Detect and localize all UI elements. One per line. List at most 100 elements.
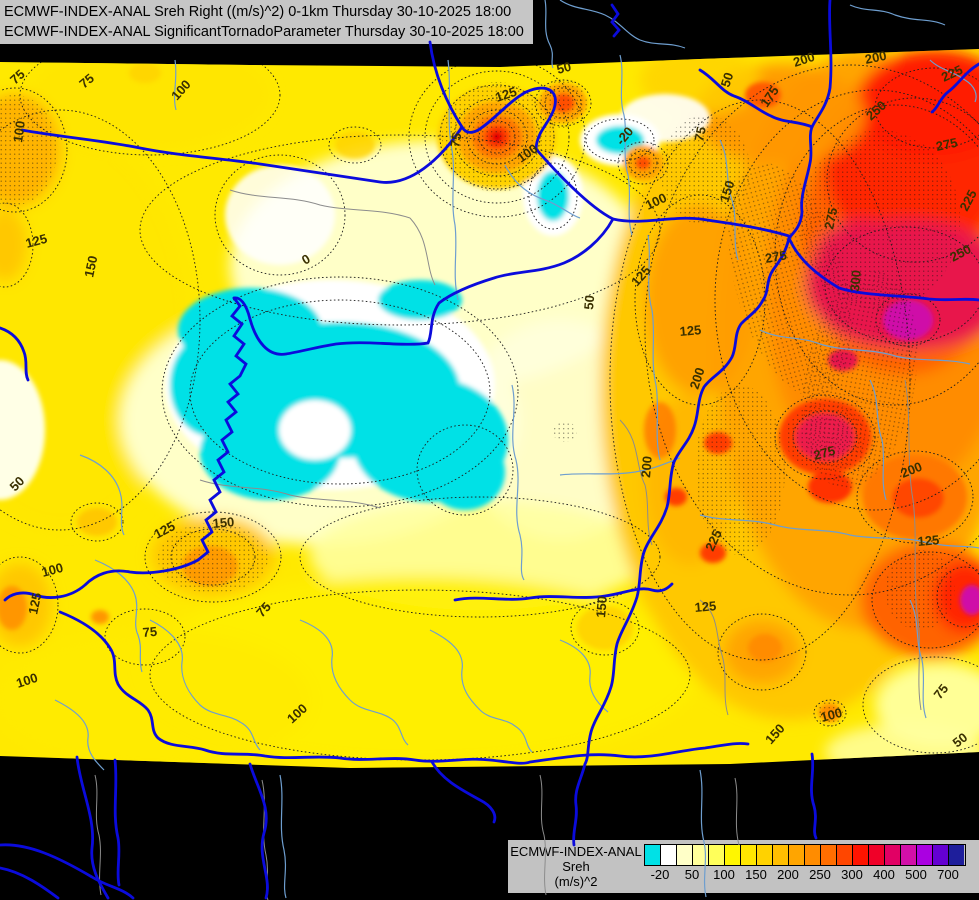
legend-text: ECMWF-INDEX-ANAL Sreh (m/s)^2 <box>508 840 644 889</box>
contour-label: 50 <box>555 59 573 77</box>
contour-label: 75 <box>447 132 464 149</box>
contour-labels: 75 75 100 100 125 150 0 50 125 75 100 -20 200 200 225 2… <box>7 48 979 751</box>
legend-units: (m/s)^2 <box>554 874 598 889</box>
colorbar-cell <box>645 845 661 865</box>
colorbar-cell <box>805 845 821 865</box>
colorbar-cell <box>933 845 949 865</box>
colorbar-cell <box>837 845 853 865</box>
stipple-shading <box>0 80 960 726</box>
contour-label: 225 <box>939 62 965 85</box>
colorbar-cell <box>853 845 869 865</box>
contour-label: 50 <box>950 730 971 751</box>
contour-label: 100 <box>10 120 28 144</box>
colorbar-tick-label: 200 <box>777 867 799 882</box>
contour-label: 0 <box>299 251 313 268</box>
contour-label: 275 <box>812 443 837 463</box>
contour-label: 150 <box>762 721 788 747</box>
contour-label: 200 <box>638 455 655 478</box>
contour-label: 200 <box>864 48 888 67</box>
colorbar-cell <box>917 845 933 865</box>
contour-label: 275 <box>764 247 788 266</box>
contour-label: 125 <box>493 84 518 105</box>
contour-label: 125 <box>151 518 177 541</box>
contour-label: 200 <box>899 459 925 481</box>
colorbar-cell <box>693 845 709 865</box>
contour-label: 100 <box>284 701 310 727</box>
colorbar-cell <box>821 845 837 865</box>
colorbar-tick-labels: -20 50 100 150 200 250 300 400 500 700 <box>644 866 964 884</box>
colorbar-cell <box>661 845 677 865</box>
contour-label: 275 <box>935 135 959 154</box>
contour-label: 125 <box>628 263 654 289</box>
contour-label: 100 <box>40 560 65 580</box>
dotted-contour-lines <box>0 49 979 761</box>
contour-label: 75 <box>253 599 274 620</box>
contour-label: 75 <box>931 681 952 702</box>
contour-label: 150 <box>81 254 100 278</box>
contour-label: 75 <box>142 624 158 640</box>
colorbar-cell <box>757 845 773 865</box>
colorbar-cell <box>773 845 789 865</box>
contour-label: 125 <box>25 591 44 615</box>
title-bar: ECMWF-INDEX-ANAL Sreh Right ((m/s)^2) 0-… <box>0 0 533 44</box>
contour-label: 175 <box>757 83 782 109</box>
contour-label: 150 <box>717 179 738 204</box>
contour-label: 250 <box>863 98 889 124</box>
colorbar-cell <box>741 845 757 865</box>
colorbar-cell <box>949 845 964 865</box>
contour-label: 150 <box>593 595 610 618</box>
contour-label: 100 <box>819 705 844 725</box>
colorbar-tick-label: 50 <box>684 867 700 882</box>
contour-label: 125 <box>917 532 940 549</box>
legend-model: ECMWF-INDEX-ANAL <box>510 844 642 859</box>
contour-label: 50 <box>7 473 28 494</box>
contour-label: 100 <box>514 141 540 166</box>
contour-label: 225 <box>702 527 725 553</box>
contour-label: 100 <box>168 77 194 103</box>
colorbar-tick-label: 250 <box>809 867 831 882</box>
contour-label: 300 <box>847 269 864 292</box>
admin-borders <box>94 189 922 900</box>
colorbar-tick-label: 300 <box>841 867 863 882</box>
contour-label: 100 <box>14 670 39 691</box>
contour-label: 225 <box>956 187 979 213</box>
contour-label: 50 <box>718 71 737 89</box>
contour-label: 275 <box>821 206 840 230</box>
contour-label: 75 <box>691 125 709 142</box>
contour-label: 75 <box>7 66 28 87</box>
contour-label: 75 <box>76 71 97 92</box>
colorbar-tick-label: 700 <box>937 867 959 882</box>
legend-parameter: Sreh <box>562 859 590 874</box>
colorbar-cell <box>677 845 693 865</box>
colorbar-cell <box>725 845 741 865</box>
header-line-2: ECMWF-INDEX-ANAL SignificantTornadoParam… <box>4 24 524 40</box>
contour-label: 150 <box>212 514 235 531</box>
colorbar-cell <box>885 845 901 865</box>
colorbar-tick-label: 400 <box>873 867 895 882</box>
contour-label: 200 <box>791 49 816 70</box>
header-line-1: ECMWF-INDEX-ANAL Sreh Right ((m/s)^2) 0-… <box>4 4 512 20</box>
contour-label: 50 <box>581 295 597 311</box>
colorbar-tick-label: 100 <box>713 867 735 882</box>
colorbar-tick-label: 500 <box>905 867 927 882</box>
colorbar-cell <box>869 845 885 865</box>
contour-label: 250 <box>947 241 973 264</box>
contour-label: 125 <box>679 322 702 339</box>
colorbar-tick-label: -20 <box>650 867 670 882</box>
contour-label: -20 <box>613 124 637 148</box>
colorbar-cell <box>901 845 917 865</box>
colorbar-cell <box>709 845 725 865</box>
colorbar: -20 50 100 150 200 250 300 400 500 700 <box>644 844 966 884</box>
colorbar-cells <box>644 844 966 866</box>
legend: ECMWF-INDEX-ANAL Sreh (m/s)^2 -20 50 100 15… <box>508 840 979 893</box>
contour-label: 125 <box>694 598 717 615</box>
contour-label: 125 <box>24 231 49 251</box>
contour-label: 100 <box>643 190 669 213</box>
streams <box>54 0 979 899</box>
colorbar-tick-label: 150 <box>745 867 767 882</box>
contour-label: 200 <box>687 366 708 391</box>
